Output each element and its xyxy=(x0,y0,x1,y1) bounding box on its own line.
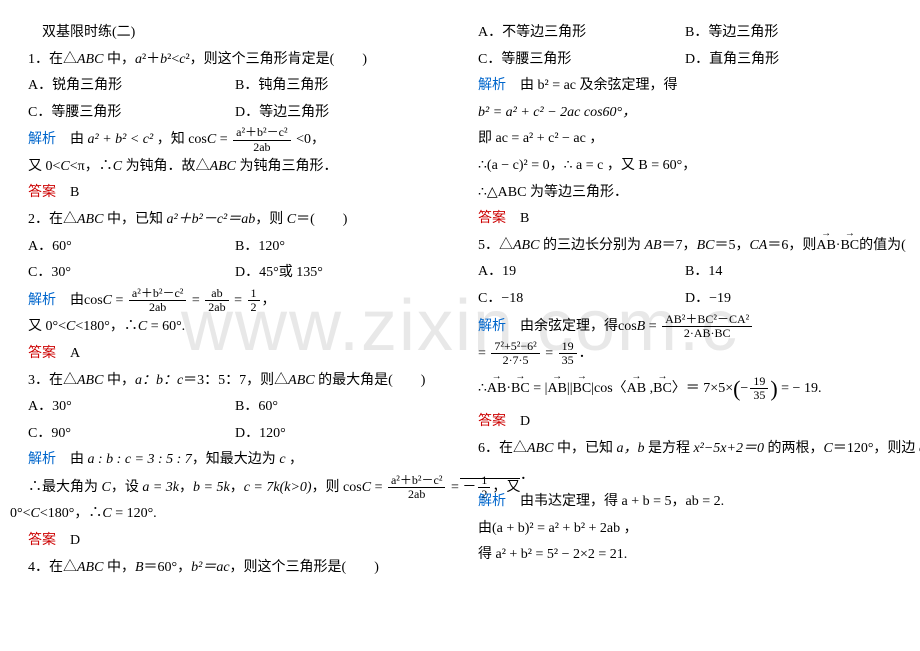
q1-opt-c: C．等腰三角形 xyxy=(28,100,235,127)
fraction: 1935 xyxy=(559,340,577,367)
q4-opt-d: D．直角三角形 xyxy=(685,47,892,74)
analysis-label: 解析 xyxy=(478,78,506,93)
analysis-label: 解析 xyxy=(28,132,56,147)
q3-opt-b: B．60° xyxy=(235,394,442,421)
q4-analysis-3: 即 ac = a² + c² − ac ， xyxy=(478,126,892,153)
q5-opt-b: B．14 xyxy=(685,259,892,286)
q4-options-row1: A．不等边三角形B．等边三角形 xyxy=(478,20,892,47)
q5-stem: 5．△ABC 的三边长分别为 AB＝7，BC＝5，CA＝6，则AB·BC的值为(… xyxy=(478,233,892,260)
analysis-label: 解析 xyxy=(478,318,506,333)
q1-opt-a: A．锐角三角形 xyxy=(28,73,235,100)
left-column: 双基限时练(二) 1．在△ABC 中，a²＋b²<c²，则这个三角形肯定是( )… xyxy=(10,20,460,581)
fraction: 7²+5²−6²2·7·5 xyxy=(491,340,539,367)
q4-options-row2: C．等腰三角形D．直角三角形 xyxy=(478,47,892,74)
q5-options-row2: C．−18D．−19 xyxy=(478,286,892,313)
q5-opt-c: C．−18 xyxy=(478,286,685,313)
q6-analysis-2: 由(a + b)² = a² + b² + 2ab ， xyxy=(478,516,892,543)
two-column-layout: 双基限时练(二) 1．在△ABC 中，a²＋b²<c²，则这个三角形肯定是( )… xyxy=(0,0,920,581)
answer-label: 答案 xyxy=(28,346,56,361)
q6-analysis-3: 得 a² + b² = 5² − 2×2 = 21. xyxy=(478,542,892,569)
fraction: a²＋b²－c²2ab xyxy=(129,287,186,314)
q3-analysis: 解析 由 a : b : c = 3 : 5 : 7，知最大边为 c ， xyxy=(28,447,442,474)
fraction: a²＋b²－c²2ab xyxy=(388,474,445,501)
worksheet-title: 双基限时练(二) xyxy=(28,20,442,47)
q5-options-row1: A．19B．14 xyxy=(478,259,892,286)
q4-opt-b: B．等边三角形 xyxy=(685,20,892,47)
q5-analysis-2: = 7²+5²−6²2·7·5 = 1935． xyxy=(478,340,892,368)
q1-answer: 答案 B xyxy=(28,180,442,207)
q2-opt-d: D．45°或 135° xyxy=(235,260,442,287)
vector-bc: BC xyxy=(511,376,530,403)
q2-options-row1: A．60°B．120° xyxy=(28,234,442,261)
q2-opt-b: B．120° xyxy=(235,234,442,261)
q1-opt-d: D．等边三角形 xyxy=(235,100,442,127)
fraction: 1935 xyxy=(750,375,768,402)
q2-options-row2: C．30°D．45°或 135° xyxy=(28,260,442,287)
q6-blank-row: ． xyxy=(460,463,892,490)
answer-label: 答案 xyxy=(478,414,506,429)
q3-analysis-3: 0°<C<180°，∴C = 120°. xyxy=(10,501,442,528)
q1-analysis: 解析 由 a² + b² < c² ，知 cosC = a²＋b²－c²2ab … xyxy=(28,126,442,154)
q3-answer: 答案 D xyxy=(28,528,442,555)
answer-label: 答案 xyxy=(478,211,506,226)
q3-stem: 3．在△ABC 中，a：b：c＝3：5：7，则△ABC 的最大角是( ) xyxy=(28,368,442,395)
q2-opt-a: A．60° xyxy=(28,234,235,261)
q3-analysis-2: ∴最大角为 C，设 a = 3k，b = 5k，c = 7k(k>0)，则 co… xyxy=(28,474,442,502)
vector-ab: AB xyxy=(547,376,566,403)
q3-options-row2: C．90°D．120° xyxy=(28,421,442,448)
q4-analysis-4: ∴(a − c)² = 0，∴ a = c ，又 B = 60°， xyxy=(478,153,892,180)
q4-analysis-5: ∴△ABC 为等边三角形． xyxy=(478,180,892,207)
answer-label: 答案 xyxy=(28,533,56,548)
q2-stem: 2．在△ABC 中，已知 a²＋b²－c²＝ab，则 C＝( ) xyxy=(28,207,442,234)
analysis-label: 解析 xyxy=(478,494,506,509)
analysis-label: 解析 xyxy=(28,452,56,467)
analysis-label: 解析 xyxy=(28,293,56,308)
q2-opt-c: C．30° xyxy=(28,260,235,287)
fill-blank xyxy=(460,465,520,479)
q1-stem: 1．在△ABC 中，a²＋b²<c²，则这个三角形肯定是( ) xyxy=(28,47,442,74)
q6-stem: 6．在△ABC 中，已知 a，b 是方程 x²−5x+2＝0 的两根，C＝120… xyxy=(478,436,892,463)
q4-analysis-1: 解析 由 b² = ac 及余弦定理，得 xyxy=(478,73,892,100)
vector-bc: BC xyxy=(653,376,672,403)
q5-analysis-1: 解析 由余弦定理，得cosB = AB²＋BC²－CA²2·AB·BC xyxy=(478,313,892,341)
q2-analysis: 解析 由cosC = a²＋b²－c²2ab = ab2ab = 12， xyxy=(28,287,442,315)
vector-bc: BC xyxy=(573,376,592,403)
q5-opt-a: A．19 xyxy=(478,259,685,286)
q2-analysis-2: 又 0°<C<180°，∴C = 60°. xyxy=(28,314,442,341)
q1-options-row1: A．锐角三角形B．钝角三角形 xyxy=(28,73,442,100)
vector-bc: BC xyxy=(840,233,859,260)
q4-stem: 4．在△ABC 中，B＝60°，b²＝ac，则这个三角形是( ) xyxy=(28,555,442,582)
q4-analysis-2: b² = a² + c² − 2ac cos60°， xyxy=(478,100,892,127)
q5-answer: 答案 D xyxy=(478,409,892,436)
q2-answer: 答案 A xyxy=(28,341,442,368)
q4-opt-a: A．不等边三角形 xyxy=(478,20,685,47)
q1-opt-b: B．钝角三角形 xyxy=(235,73,442,100)
q3-opt-c: C．90° xyxy=(28,421,235,448)
fraction: a²＋b²－c²2ab xyxy=(233,126,290,153)
vector-ab: AB xyxy=(816,233,835,260)
q5-opt-d: D．−19 xyxy=(685,286,892,313)
q5-analysis-3: ∴AB·BC = |AB||BC|cos〈AB ,BC〉＝ 7×5×(−1935… xyxy=(478,368,892,410)
q1-options-row2: C．等腰三角形D．等边三角形 xyxy=(28,100,442,127)
q3-options-row1: A．30°B．60° xyxy=(28,394,442,421)
q6-analysis-1: 解析 由韦达定理，得 a + b = 5，ab = 2. xyxy=(478,489,892,516)
fraction: AB²＋BC²－CA²2·AB·BC xyxy=(662,313,752,340)
fraction: ab2ab xyxy=(205,287,228,314)
fraction: 12 xyxy=(248,287,260,314)
answer-label: 答案 xyxy=(28,185,56,200)
q3-opt-d: D．120° xyxy=(235,421,442,448)
right-column: A．不等边三角形B．等边三角形 C．等腰三角形D．直角三角形 解析 由 b² =… xyxy=(460,20,910,581)
q3-opt-a: A．30° xyxy=(28,394,235,421)
q4-opt-c: C．等腰三角形 xyxy=(478,47,685,74)
vector-ab: AB xyxy=(487,376,506,403)
q1-analysis-2: 又 0<C<π，∴C 为钝角．故△ABC 为钝角三角形． xyxy=(28,154,442,181)
vector-ab: AB xyxy=(627,376,646,403)
